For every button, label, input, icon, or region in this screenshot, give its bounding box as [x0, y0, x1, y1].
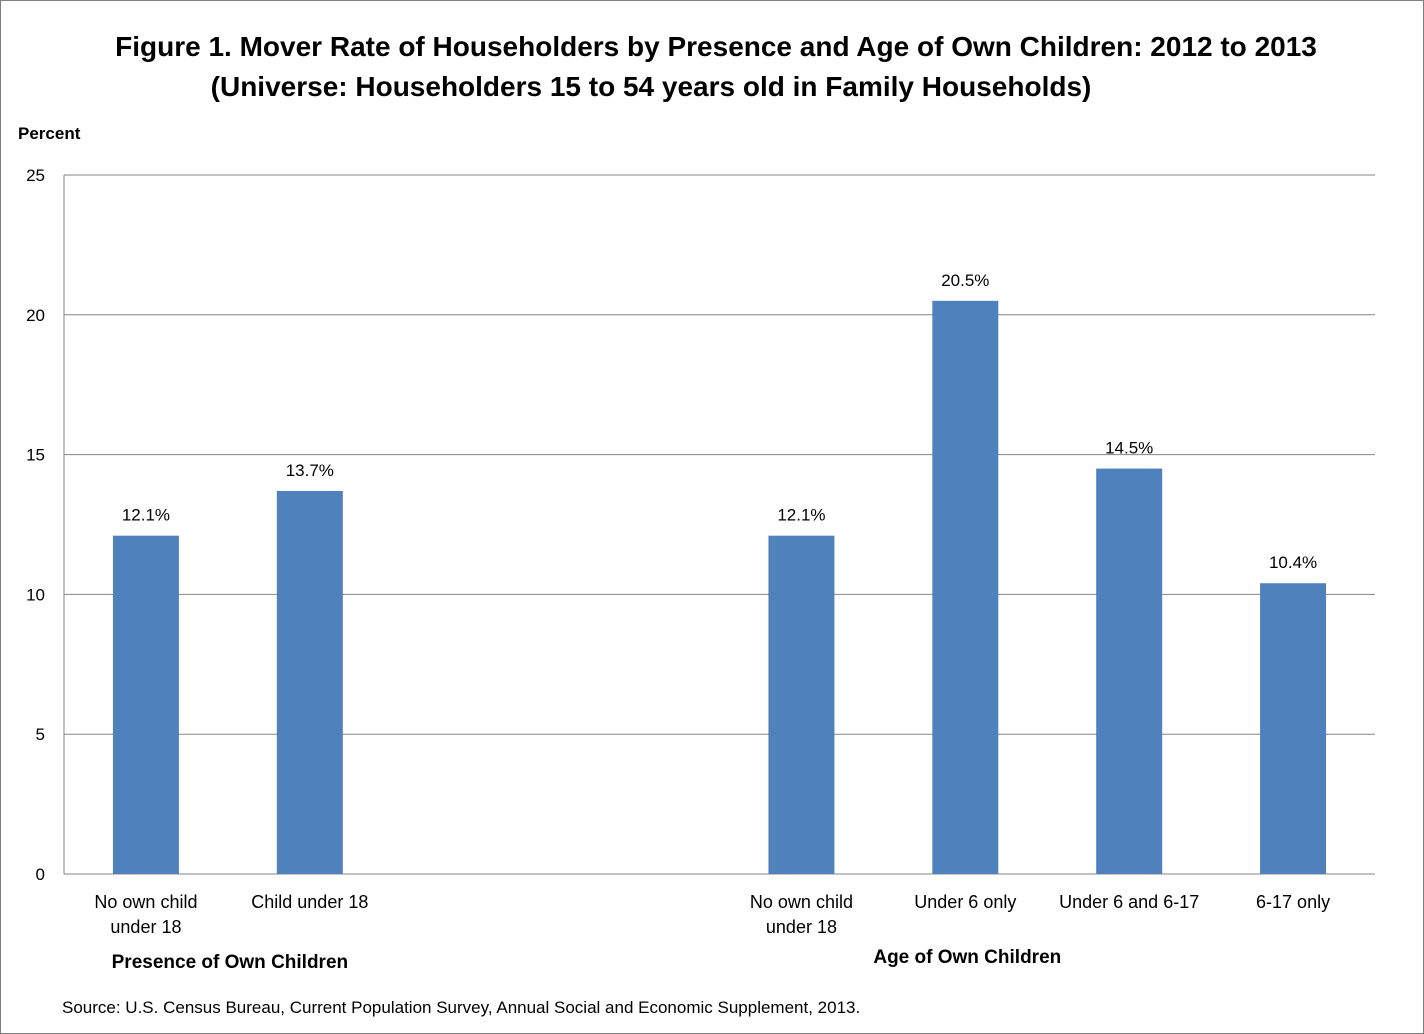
x-tick-label: 6-17 only: [1256, 892, 1330, 912]
bar: [112, 535, 179, 874]
y-tick-label: 20: [26, 306, 45, 325]
data-label: 10.4%: [1269, 553, 1317, 572]
bar: [1260, 583, 1327, 874]
bar: [1096, 468, 1163, 874]
data-label: 13.7%: [286, 461, 334, 480]
x-tick-label: Under 6 and 6-17: [1059, 892, 1199, 912]
data-label: 12.1%: [122, 506, 170, 525]
chart-title: Figure 1. Mover Rate of Householders by …: [115, 31, 1317, 62]
x-tick-label: Child under 18: [251, 892, 368, 912]
data-label: 14.5%: [1105, 439, 1153, 458]
y-tick-label: 25: [26, 166, 45, 185]
bar: [768, 535, 835, 874]
x-tick-label: Under 6 only: [914, 892, 1016, 912]
bar: [276, 490, 343, 874]
x-tick-label: No own child: [750, 892, 853, 912]
x-tick-label: No own child: [94, 892, 197, 912]
x-tick-label: under 18: [110, 917, 181, 937]
group-label: Age of Own Children: [873, 947, 1061, 968]
group-label: Presence of Own Children: [112, 952, 349, 973]
data-label: 20.5%: [941, 271, 989, 290]
x-tick-label: under 18: [766, 917, 837, 937]
y-tick-label: 5: [36, 725, 45, 744]
y-tick-label: 15: [26, 446, 45, 465]
y-axis-label: Percent: [18, 124, 81, 143]
bar: [932, 300, 999, 874]
chart-subtitle: (Universe: Householders 15 to 54 years o…: [210, 71, 1092, 102]
y-tick-label: 0: [36, 865, 45, 884]
data-label: 12.1%: [777, 506, 825, 525]
source-note: Source: U.S. Census Bureau, Current Popu…: [62, 998, 861, 1017]
y-tick-label: 10: [26, 585, 45, 604]
